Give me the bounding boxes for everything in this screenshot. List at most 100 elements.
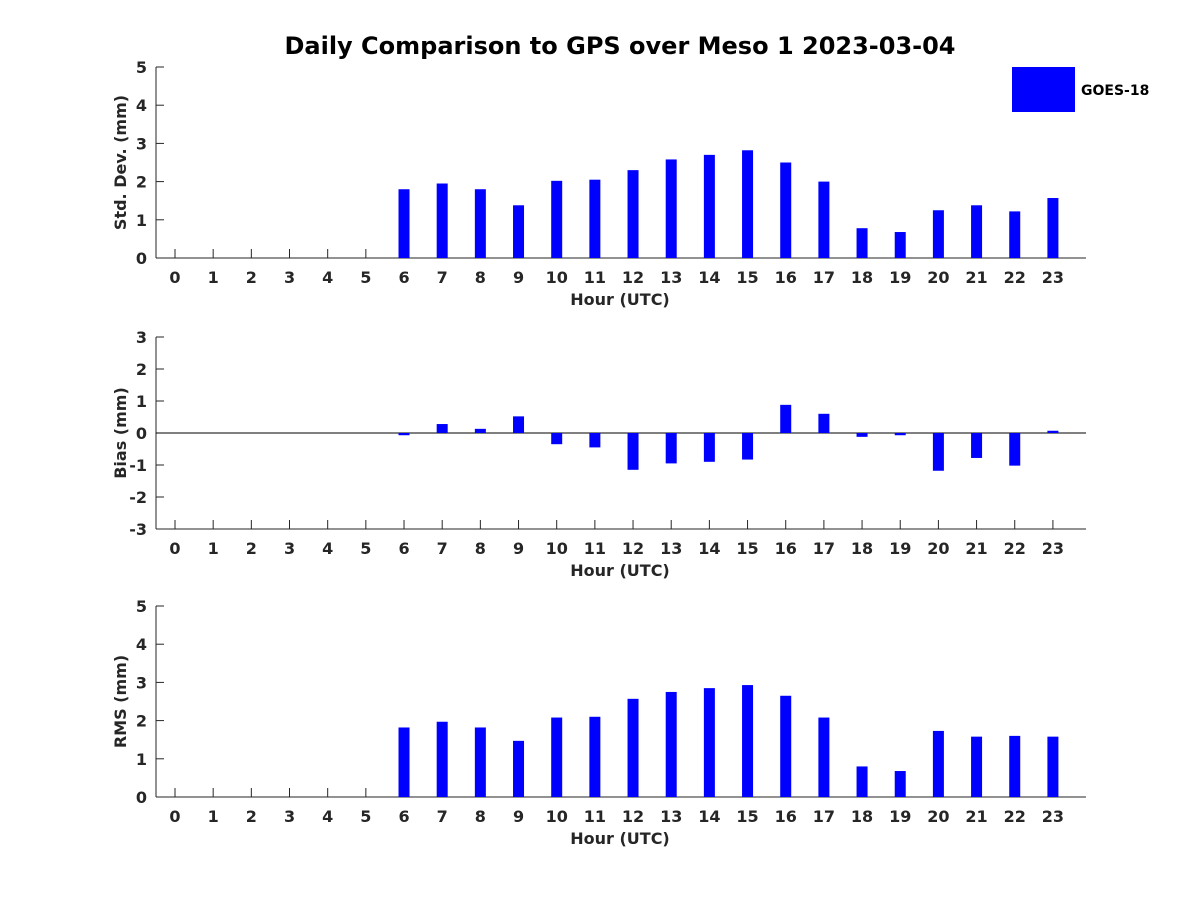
bias-y-tick-label: 0 [136, 424, 147, 443]
rms-x-tick-label: 6 [398, 807, 409, 826]
rms-y-tick-label: 4 [136, 635, 147, 654]
std-dev-bar [1009, 211, 1021, 258]
legend: GOES-18 [1012, 67, 1149, 112]
bias-x-tick-label: 12 [622, 539, 644, 558]
rms-bar [894, 771, 906, 797]
bias-x-tick-label: 15 [736, 539, 758, 558]
rms-bar [1047, 736, 1059, 797]
rms-bar [474, 727, 486, 797]
std-dev-y-tick-label: 1 [136, 211, 147, 230]
bias-x-tick-label: 11 [584, 539, 606, 558]
bias-x-tick-label: 6 [398, 539, 409, 558]
std-dev-bar [894, 232, 906, 258]
std-dev-bar [474, 189, 486, 258]
rms-x-tick-label: 13 [660, 807, 682, 826]
bias-x-tick-label: 4 [322, 539, 333, 558]
bias-x-tick-label: 20 [927, 539, 949, 558]
rms-x-tick-label: 4 [322, 807, 333, 826]
rms-x-tick-label: 20 [927, 807, 949, 826]
bias-x-tick-label: 13 [660, 539, 682, 558]
rms-bar [703, 688, 715, 797]
rms-x-tick-label: 7 [437, 807, 448, 826]
bias-x-tick-label: 5 [360, 539, 371, 558]
std-dev-bar [742, 150, 754, 258]
std-dev-y-tick-label: 3 [136, 134, 147, 153]
rms-y-axis-label: RMS (mm) [111, 655, 130, 748]
bias-x-tick-label: 19 [889, 539, 911, 558]
rms-bar [971, 736, 983, 797]
bias-x-tick-label: 23 [1042, 539, 1064, 558]
std-dev-x-tick-label: 22 [1004, 268, 1026, 287]
rms-bar [398, 727, 410, 797]
std-dev-x-tick-label: 6 [398, 268, 409, 287]
bias-x-axis-label: Hour (UTC) [570, 561, 670, 580]
chart-title: Daily Comparison to GPS over Meso 1 2023… [284, 32, 955, 60]
std-dev-x-tick-label: 10 [546, 268, 568, 287]
rms-bar [589, 716, 601, 797]
rms-x-tick-label: 14 [698, 807, 720, 826]
std-dev-bar [551, 180, 563, 258]
bias-bar [971, 433, 983, 458]
std-dev-bar [1047, 198, 1059, 258]
bias-bar [665, 433, 677, 464]
bias-x-tick-label: 2 [246, 539, 257, 558]
bias-bar [894, 433, 906, 436]
std-dev-x-tick-label: 3 [284, 268, 295, 287]
std-dev-x-tick-label: 19 [889, 268, 911, 287]
rms-bar [742, 685, 754, 797]
std-dev-x-tick-label: 17 [813, 268, 835, 287]
rms-bar [818, 717, 830, 797]
std-dev-bar [703, 154, 715, 258]
rms-x-tick-label: 23 [1042, 807, 1064, 826]
std-dev-y-tick-label: 4 [136, 96, 147, 115]
rms-x-tick-label: 16 [775, 807, 797, 826]
bias-bar [474, 428, 486, 433]
std-dev-x-tick-label: 20 [927, 268, 949, 287]
std-dev-x-tick-label: 11 [584, 268, 606, 287]
legend-swatch [1012, 67, 1075, 112]
bias-x-tick-label: 9 [513, 539, 524, 558]
rms-bar [1009, 735, 1021, 797]
bias-x-tick-label: 16 [775, 539, 797, 558]
std-dev-y-tick-label: 0 [136, 249, 147, 268]
rms-y-tick-label: 1 [136, 750, 147, 769]
std-dev-bar [398, 189, 410, 258]
bias-bar [627, 433, 639, 470]
rms-bar [513, 740, 525, 797]
std-dev-bar [780, 162, 792, 258]
bias-y-tick-label: 3 [136, 328, 147, 347]
bias-bar [932, 433, 944, 471]
rms-y-tick-label: 3 [136, 673, 147, 692]
bias-bar [589, 433, 601, 448]
std-dev-x-tick-label: 14 [698, 268, 720, 287]
bias-bar [742, 433, 754, 460]
rms-x-tick-label: 19 [889, 807, 911, 826]
std-dev-x-tick-label: 2 [246, 268, 257, 287]
bias-x-tick-label: 17 [813, 539, 835, 558]
bias-y-tick-label: -3 [129, 520, 147, 539]
bias-x-tick-label: 7 [437, 539, 448, 558]
bias-y-tick-label: 1 [136, 392, 147, 411]
rms-x-tick-label: 10 [546, 807, 568, 826]
bias-y-axis-label: Bias (mm) [111, 387, 130, 479]
std-dev-bar [589, 179, 601, 258]
std-dev-bar [627, 170, 639, 258]
rms-x-tick-label: 17 [813, 807, 835, 826]
bias-x-tick-label: 21 [965, 539, 987, 558]
bias-bar [780, 404, 792, 433]
bias-x-tick-label: 1 [208, 539, 219, 558]
rms-x-tick-label: 22 [1004, 807, 1026, 826]
std-dev-x-tick-label: 5 [360, 268, 371, 287]
bias-bar [436, 424, 448, 433]
bias-bar [513, 416, 525, 433]
bias-bar [1009, 433, 1021, 466]
bias-x-tick-label: 8 [475, 539, 486, 558]
legend-label: GOES-18 [1081, 83, 1149, 99]
rms-y-tick-label: 2 [136, 712, 147, 731]
bias-y-tick-label: -1 [129, 456, 147, 475]
std-dev-x-axis-label: Hour (UTC) [570, 290, 670, 309]
bias-y-tick-label: 2 [136, 360, 147, 379]
